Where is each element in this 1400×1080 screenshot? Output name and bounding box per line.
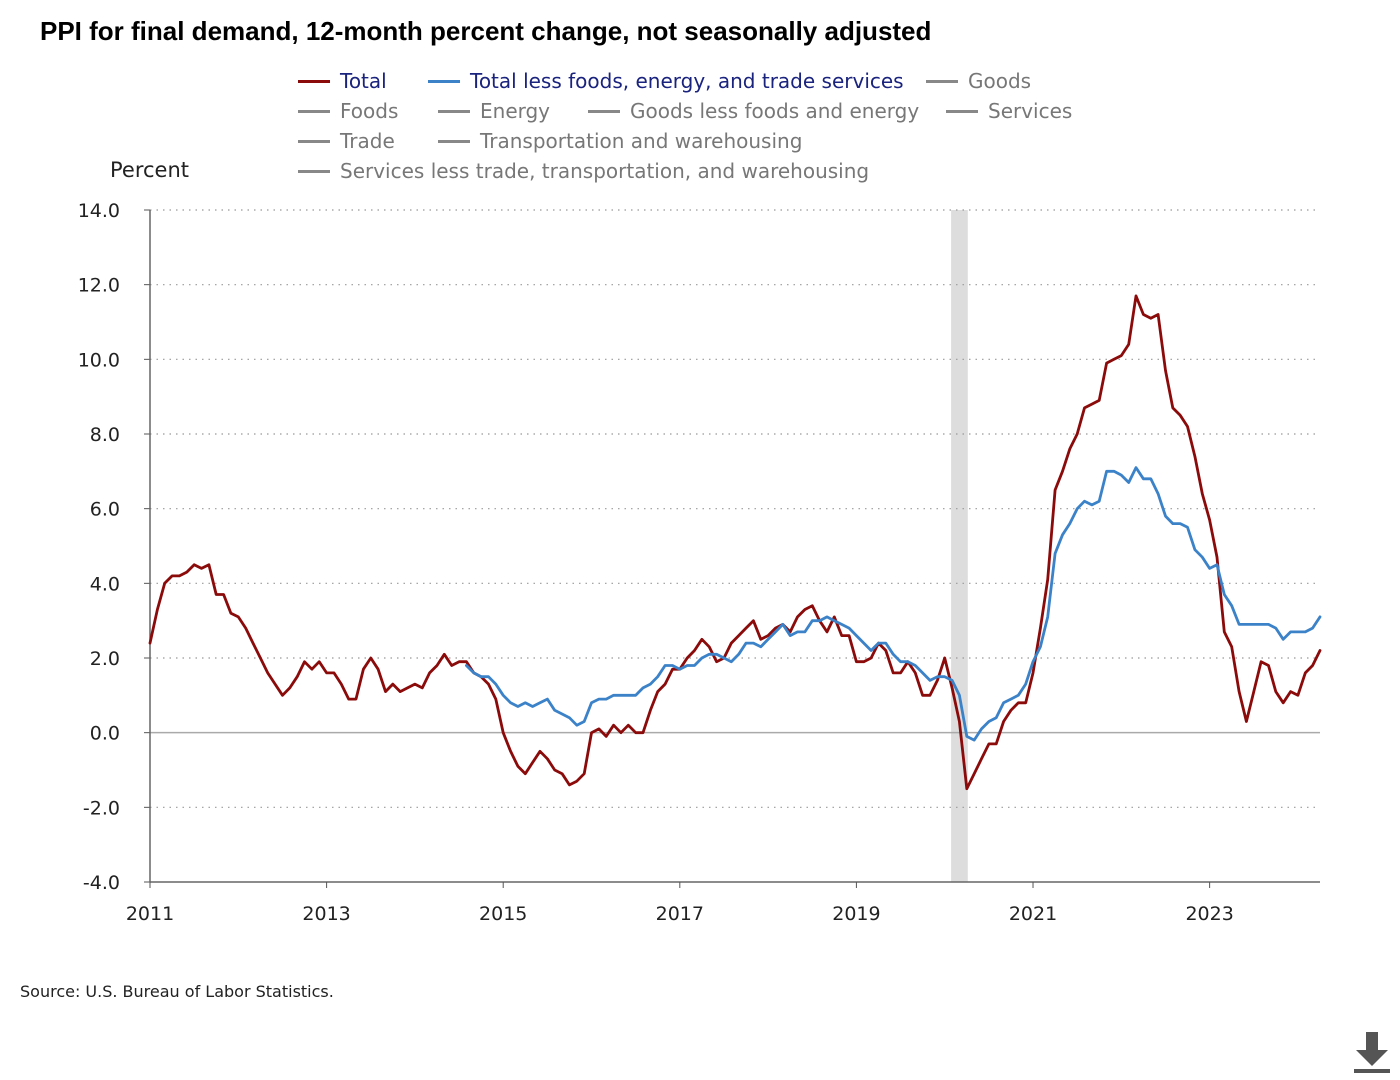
legend-label: Total less foods, energy, and trade serv… [470, 69, 904, 93]
y-tick-label: -4.0 [83, 872, 120, 894]
source-note: Source: U.S. Bureau of Labor Statistics. [20, 982, 334, 1001]
chart-title: PPI for final demand, 12-month percent c… [40, 16, 932, 46]
legend-item[interactable]: Transportation and warehousing [438, 126, 802, 156]
y-tick-label: 8.0 [90, 424, 120, 446]
legend-swatch-icon [946, 109, 978, 113]
x-tick-label: 2015 [479, 903, 527, 925]
legend-row: Services less trade, transportation, and… [298, 156, 1158, 186]
legend-label: Services less trade, transportation, and… [340, 159, 870, 183]
legend-label: Services [988, 99, 1073, 123]
legend-label: Goods [968, 69, 1032, 93]
series-line-total[interactable] [148, 294, 1322, 791]
legend-swatch-icon [438, 109, 470, 113]
legend-item[interactable]: Foods [298, 96, 398, 126]
x-tick-label: 2023 [1185, 903, 1233, 925]
download-arrow-icon[interactable] [1352, 1030, 1392, 1074]
legend-label: Trade [340, 129, 395, 153]
legend-row: Total Total less foods, energy, and trade… [298, 66, 1158, 96]
y-tick-label: 2.0 [90, 648, 120, 670]
legend-swatch-icon [926, 79, 958, 83]
y-tick-label: 4.0 [90, 573, 120, 595]
chart-plot: 14.0 12.0 10.0 8.0 6.0 4.0 2.0 0.0 -2.0 -4.0 2011 2… [78, 200, 1322, 925]
y-tick-label: 0.0 [90, 723, 120, 745]
legend-swatch-icon [298, 79, 330, 83]
legend-item[interactable]: Trade [298, 126, 395, 156]
y-tick-label: 14.0 [78, 200, 120, 222]
legend-swatch-icon [298, 109, 330, 113]
legend-row: Trade Transportation and warehousing [298, 126, 1158, 156]
legend-item[interactable]: Energy [438, 96, 550, 126]
x-tick-label: 2019 [832, 903, 880, 925]
series-line-total-less-foods-energy-and-trade-services[interactable] [464, 466, 1322, 742]
legend-item[interactable]: Goods [926, 66, 1031, 96]
legend-swatch-icon [438, 139, 470, 143]
y-tick-label: 10.0 [78, 349, 120, 371]
y-tick-label: 6.0 [90, 499, 120, 521]
legend-swatch-icon [428, 79, 460, 83]
y-axis-title: Percent [110, 158, 190, 182]
chart-legend: Total Total less foods, energy, and trade… [298, 66, 1158, 186]
x-tick-label: 2017 [656, 903, 704, 925]
legend-label: Transportation and warehousing [480, 129, 803, 153]
legend-item[interactable]: Services [946, 96, 1072, 126]
legend-item[interactable]: Total [298, 66, 387, 96]
y-tick-label: 12.0 [78, 275, 120, 297]
legend-swatch-icon [588, 109, 620, 113]
legend-swatch-icon [298, 169, 330, 173]
y-tick-label: -2.0 [83, 797, 120, 819]
legend-item[interactable]: Services less trade, transportation, and… [298, 156, 869, 186]
legend-item[interactable]: Goods less foods and energy [588, 96, 919, 126]
legend-label: Total [340, 69, 387, 93]
legend-row: Foods Energy Goods less foods and energy Se… [298, 96, 1158, 126]
x-tick-label: 2011 [126, 903, 174, 925]
x-tick-label: 2021 [1009, 903, 1057, 925]
legend-swatch-icon [298, 139, 330, 143]
legend-label: Energy [480, 99, 551, 123]
legend-label: Goods less foods and energy [630, 99, 920, 123]
legend-item[interactable]: Total less foods, energy, and trade serv… [428, 66, 904, 96]
x-tick-label: 2013 [302, 903, 350, 925]
legend-label: Foods [340, 99, 399, 123]
